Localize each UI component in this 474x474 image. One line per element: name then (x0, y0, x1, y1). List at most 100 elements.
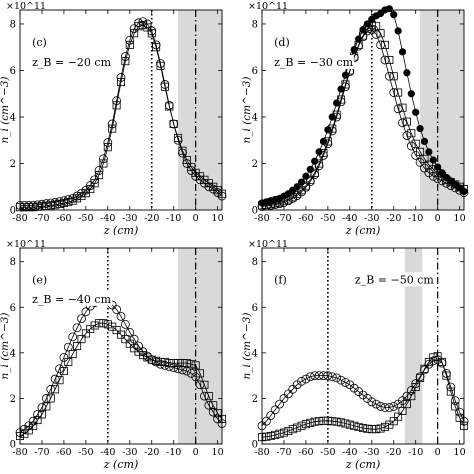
y-tick-label: 0 (252, 206, 258, 217)
series-square (257, 352, 468, 442)
x-tick-label: 10 (454, 213, 466, 224)
marker-square (46, 201, 55, 210)
marker-circle (428, 171, 438, 181)
annotation: z_B = −40 cm (32, 293, 111, 306)
y-axis-label: n_i (cm^−3) (0, 76, 11, 143)
marker-circle (72, 323, 82, 333)
marker-square (187, 162, 196, 171)
marker-square (420, 364, 429, 373)
marker-circle (112, 305, 122, 314)
marker-square (341, 419, 350, 428)
x-tick-label: -40 (100, 213, 115, 224)
x-tick-label: -80 (254, 447, 269, 458)
marker-square (134, 22, 143, 31)
marker-circle (323, 371, 333, 381)
y-tick-label: 8 (10, 19, 16, 30)
marker-circle (327, 372, 337, 382)
marker-square (376, 424, 385, 433)
marker-filled-circle (319, 137, 328, 145)
marker-square (367, 21, 376, 30)
marker-circle (77, 314, 86, 324)
panel-e: -80 -70 -60 -50 -40 -30 -20 -10 0 10 0 2 4 6 8 z (cm) n_… (0, 239, 227, 471)
marker-circle (301, 182, 311, 192)
marker-square (257, 433, 266, 442)
marker-circle (279, 394, 289, 403)
x-tick-label: -50 (320, 213, 335, 224)
marker-square (55, 376, 64, 385)
marker-square (55, 199, 64, 208)
marker-circle (120, 319, 130, 329)
x-tick-label: -30 (122, 213, 137, 224)
x-tick-label: 10 (454, 447, 466, 458)
marker-circle (81, 307, 91, 317)
marker-circle (266, 200, 276, 210)
marker-square (95, 171, 104, 180)
y-tick-label: 2 (252, 394, 258, 405)
marker-circle (367, 25, 377, 35)
marker-circle (371, 30, 381, 39)
panel-f: -80 -70 -60 -50 -40 -30 -20 -10 0 10 0 2 4 6 8 z (cm) n_… (241, 239, 469, 471)
marker-circle (450, 183, 460, 193)
marker-square (279, 428, 288, 437)
marker-circle (393, 104, 403, 114)
marker-circle (270, 200, 280, 210)
marker-square (90, 179, 99, 188)
marker-circle (283, 389, 293, 399)
panel-label-bg (272, 272, 297, 287)
marker-square (328, 417, 337, 426)
y-tick-label: 6 (252, 66, 258, 77)
marker-circle (376, 40, 385, 50)
marker-circle (125, 327, 135, 337)
marker-square (125, 339, 134, 348)
marker-square (209, 401, 218, 410)
marker-circle (332, 373, 342, 383)
marker-square (385, 56, 394, 65)
series-square (15, 21, 226, 212)
panel-label: (d) (274, 36, 290, 49)
marker-square (90, 321, 99, 330)
marker-square (103, 320, 112, 329)
marker-circle (169, 363, 179, 373)
series-line (20, 21, 223, 206)
marker-circle (327, 126, 337, 136)
marker-square (112, 101, 121, 110)
marker-circle (389, 401, 399, 411)
marker-circle (380, 403, 390, 412)
marker-circle (358, 390, 368, 400)
annotation-bg (272, 55, 355, 69)
x-axis-label: z (cm) (345, 224, 380, 237)
y-axis-label: n_i (cm^−3) (0, 312, 11, 379)
marker-square (363, 424, 372, 433)
annotation: z_B = −50 cm (355, 273, 434, 286)
x-tick-label: -50 (78, 447, 93, 458)
marker-square (64, 357, 73, 366)
marker-square (266, 432, 275, 441)
series-line (20, 24, 223, 208)
marker-square (424, 357, 433, 366)
marker-circle (288, 384, 298, 394)
marker-square (33, 202, 42, 211)
marker-square (389, 417, 398, 426)
marker-circle (455, 185, 465, 195)
marker-circle (310, 371, 320, 381)
plot-frame (19, 247, 223, 445)
marker-square (68, 196, 77, 205)
marker-square (160, 82, 169, 91)
marker-square (24, 203, 33, 212)
marker-circle (305, 372, 315, 382)
series-square (15, 319, 226, 441)
marker-square (156, 61, 165, 70)
marker-square (59, 367, 68, 376)
annotation: z_B = −30 cm (274, 56, 353, 69)
plot-frame (261, 9, 465, 211)
marker-circle (55, 364, 64, 374)
marker-circle (257, 421, 267, 431)
marker-square (284, 427, 293, 436)
marker-square (68, 349, 77, 358)
x-tick-label: -80 (12, 447, 27, 458)
x-tick-label: -40 (342, 213, 357, 224)
marker-square (433, 352, 442, 361)
y-axis-label: n_i (cm^−3) (241, 312, 253, 379)
marker-square (117, 330, 126, 339)
marker-circle (63, 342, 73, 352)
